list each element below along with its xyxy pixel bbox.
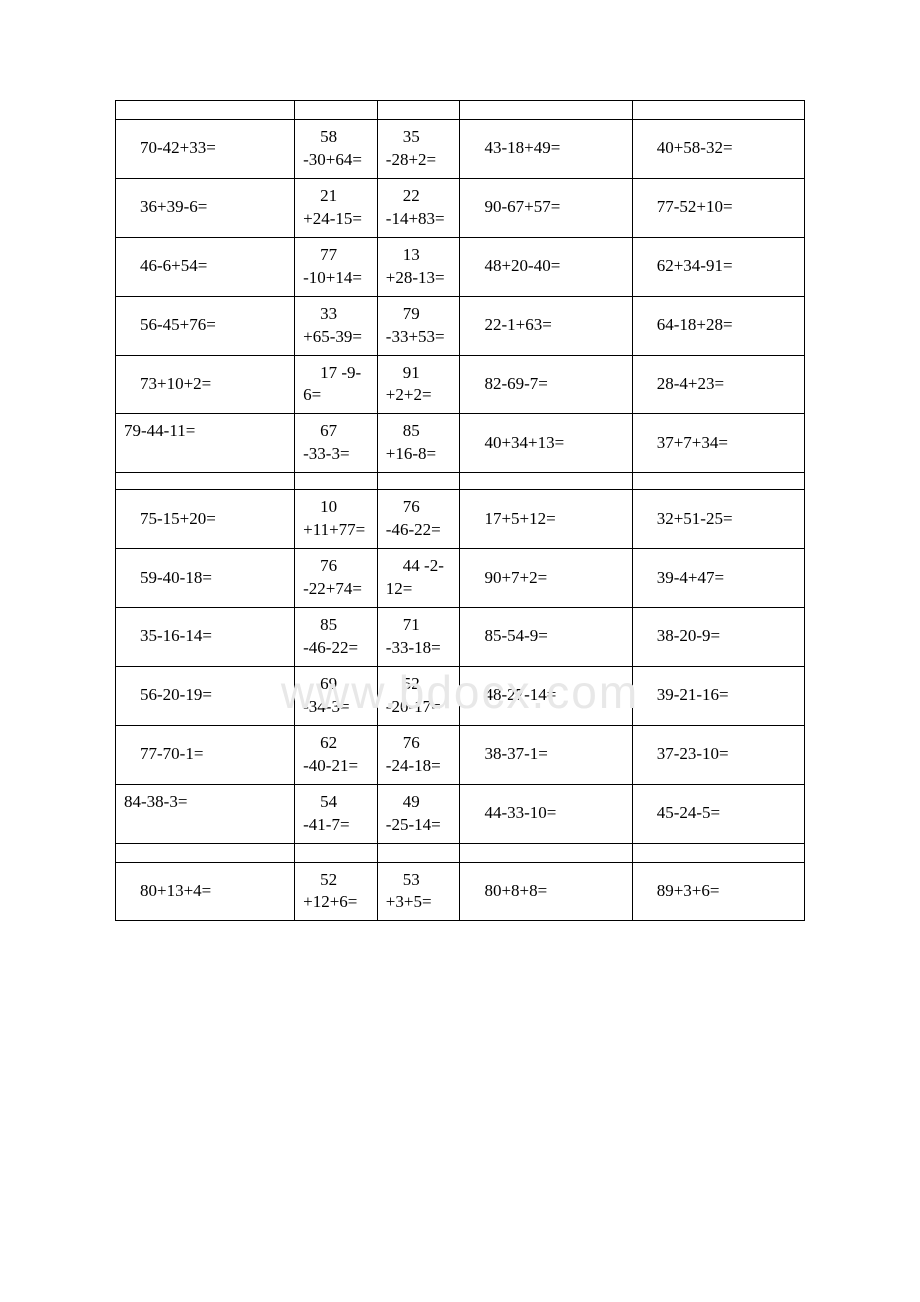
problem-cell: 44 -2-12=: [377, 549, 460, 608]
problem-cell: 17+5+12=: [460, 490, 632, 549]
problem-cell: 90+7+2=: [460, 549, 632, 608]
problem-cell: 21 +24-15=: [295, 178, 378, 237]
problem-cell: 90-67+57=: [460, 178, 632, 237]
table-row: 59-40-18= 76 -22+74= 44 -2-12=90+7+2=39-…: [116, 549, 805, 608]
problem-cell: 84-38-3=: [116, 784, 295, 843]
problem-cell: 17 -9-6=: [295, 355, 378, 414]
table-row: [116, 473, 805, 490]
problem-cell: 85 -46-22=: [295, 608, 378, 667]
problem-cell: 77-70-1=: [116, 725, 295, 784]
problem-cell: 62+34-91=: [632, 237, 804, 296]
split-cell: [295, 473, 378, 490]
split-cell: [632, 473, 804, 490]
empty-cell: [377, 101, 460, 120]
problem-cell: 58 -30+64=: [295, 120, 378, 179]
problem-cell: 91 +2+2=: [377, 355, 460, 414]
problem-cell: 45-24-5=: [632, 784, 804, 843]
table-row: 84-38-3= 54 -41-7= 49 -25-14=44-33-10=45…: [116, 784, 805, 843]
empty-cell: [295, 101, 378, 120]
problem-cell: 37-23-10=: [632, 725, 804, 784]
problem-cell: 37+7+34=: [632, 414, 804, 473]
problem-cell: 22-1+63=: [460, 296, 632, 355]
problem-cell: 35-16-14=: [116, 608, 295, 667]
table-row: 56-20-19= 69 -34-3= 52 -20-17=48-27-14=3…: [116, 666, 805, 725]
problem-cell: 49 -25-14=: [377, 784, 460, 843]
problem-cell: 82-69-7=: [460, 355, 632, 414]
problem-cell: 79-44-11=: [116, 414, 295, 473]
problem-cell: 76 -24-18=: [377, 725, 460, 784]
problem-cell: 80+13+4=: [116, 862, 295, 921]
problem-cell: 67 -33-3=: [295, 414, 378, 473]
problem-cell: 62 -40-21=: [295, 725, 378, 784]
problem-cell: 64-18+28=: [632, 296, 804, 355]
split-cell: [377, 473, 460, 490]
split-cell: [460, 473, 632, 490]
problem-cell: 38-20-9=: [632, 608, 804, 667]
math-problems-table: 70-42+33= 58 -30+64= 35 -28+2=43-18+49=4…: [115, 100, 805, 921]
empty-cell: [295, 843, 378, 862]
empty-cell: [632, 843, 804, 862]
problem-cell: 36+39-6=: [116, 178, 295, 237]
problem-cell: 56-45+76=: [116, 296, 295, 355]
problem-cell: 10 +11+77=: [295, 490, 378, 549]
problem-cell: 70-42+33=: [116, 120, 295, 179]
problem-cell: 35 -28+2=: [377, 120, 460, 179]
problem-cell: 73+10+2=: [116, 355, 295, 414]
table-row: 79-44-11= 67 -33-3= 85 +16-8=40+34+13=37…: [116, 414, 805, 473]
problem-cell: 43-18+49=: [460, 120, 632, 179]
empty-cell: [460, 101, 632, 120]
problem-cell: 38-37-1=: [460, 725, 632, 784]
problem-cell: 39-4+47=: [632, 549, 804, 608]
empty-cell: [632, 101, 804, 120]
split-cell: [116, 473, 295, 490]
table-row: 73+10+2= 17 -9-6= 91 +2+2=82-69-7=28-4+2…: [116, 355, 805, 414]
problem-cell: 28-4+23=: [632, 355, 804, 414]
problem-cell: 77-52+10=: [632, 178, 804, 237]
problem-cell: 52 +12+6=: [295, 862, 378, 921]
problem-cell: 44-33-10=: [460, 784, 632, 843]
problem-cell: 48+20-40=: [460, 237, 632, 296]
empty-cell: [460, 843, 632, 862]
problem-cell: 54 -41-7=: [295, 784, 378, 843]
problem-cell: 13 +28-13=: [377, 237, 460, 296]
table-row: 35-16-14= 85 -46-22= 71 -33-18=85-54-9=3…: [116, 608, 805, 667]
problem-cell: 85 +16-8=: [377, 414, 460, 473]
problem-cell: 79 -33+53=: [377, 296, 460, 355]
problem-cell: 76 -46-22=: [377, 490, 460, 549]
table-row: 56-45+76= 33 +65-39= 79 -33+53=22-1+63=6…: [116, 296, 805, 355]
problem-cell: 33 +65-39=: [295, 296, 378, 355]
problem-cell: 80+8+8=: [460, 862, 632, 921]
problem-cell: 40+34+13=: [460, 414, 632, 473]
document-page: 70-42+33= 58 -30+64= 35 -28+2=43-18+49=4…: [0, 0, 920, 981]
problem-cell: 53 +3+5=: [377, 862, 460, 921]
table-row: 46-6+54= 77 -10+14= 13 +28-13=48+20-40=6…: [116, 237, 805, 296]
problem-cell: 75-15+20=: [116, 490, 295, 549]
empty-cell: [116, 101, 295, 120]
problem-cell: 76 -22+74=: [295, 549, 378, 608]
problem-cell: 71 -33-18=: [377, 608, 460, 667]
table-row: 75-15+20= 10 +11+77= 76 -46-22=17+5+12=3…: [116, 490, 805, 549]
table-row: [116, 843, 805, 862]
problem-cell: 32+51-25=: [632, 490, 804, 549]
problem-cell: 52 -20-17=: [377, 666, 460, 725]
problem-cell: 22 -14+83=: [377, 178, 460, 237]
problem-cell: 56-20-19=: [116, 666, 295, 725]
problem-cell: 69 -34-3=: [295, 666, 378, 725]
problem-cell: 48-27-14=: [460, 666, 632, 725]
problem-cell: 89+3+6=: [632, 862, 804, 921]
problem-cell: 85-54-9=: [460, 608, 632, 667]
table-row: [116, 101, 805, 120]
table-row: 36+39-6= 21 +24-15= 22 -14+83=90-67+57=7…: [116, 178, 805, 237]
table-row: 80+13+4= 52 +12+6= 53 +3+5=80+8+8=89+3+6…: [116, 862, 805, 921]
problem-cell: 39-21-16=: [632, 666, 804, 725]
empty-cell: [377, 843, 460, 862]
table-row: 77-70-1= 62 -40-21= 76 -24-18=38-37-1=37…: [116, 725, 805, 784]
problem-cell: 77 -10+14=: [295, 237, 378, 296]
table-row: 70-42+33= 58 -30+64= 35 -28+2=43-18+49=4…: [116, 120, 805, 179]
empty-cell: [116, 843, 295, 862]
problem-cell: 40+58-32=: [632, 120, 804, 179]
problem-cell: 59-40-18=: [116, 549, 295, 608]
problem-cell: 46-6+54=: [116, 237, 295, 296]
